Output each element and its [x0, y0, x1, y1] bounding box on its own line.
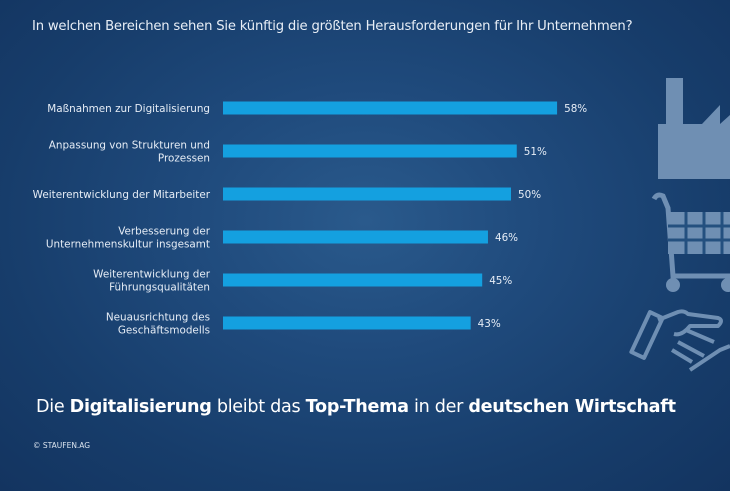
value-label: 51%: [524, 146, 547, 158]
copyright: © STAUFEN.AG: [33, 441, 91, 450]
category-label: Verbesserung der: [118, 226, 211, 238]
bar: [223, 273, 483, 287]
value-label: 43%: [478, 318, 501, 330]
headline: Die Digitalisierung bleibt das Top-Thema…: [36, 397, 676, 417]
category-label: Geschäftsmodells: [118, 325, 210, 337]
headline-part-bold: Digitalisierung: [69, 397, 212, 417]
category-label: Führungsqualitäten: [109, 282, 210, 294]
category-label: Anpassung von Strukturen und: [49, 140, 210, 152]
headline-part-bold: deutschen Wirtschaft: [468, 397, 676, 417]
value-label: 58%: [564, 103, 587, 115]
category-label: Maßnahmen zur Digitalisierung: [47, 103, 210, 115]
value-label: 46%: [495, 232, 518, 244]
headline-part-bold: Top-Thema: [305, 397, 409, 417]
value-label: 50%: [518, 189, 541, 201]
category-label: Unternehmenskultur insgesamt: [46, 239, 210, 251]
value-label: 45%: [489, 275, 512, 287]
category-label: Neuausrichtung des: [106, 312, 210, 324]
headline-part: bleibt das: [211, 397, 306, 417]
bar: [223, 187, 511, 201]
bar: [223, 144, 517, 158]
headline-part: Die: [36, 397, 70, 417]
bar: [223, 316, 471, 330]
category-label: Weiterentwicklung der Mitarbeiter: [33, 189, 211, 201]
category-label: Weiterentwicklung der: [93, 269, 211, 281]
bar: [223, 230, 488, 244]
headline-part: in der: [408, 397, 469, 417]
chart-title: In welchen Bereichen sehen Sie künftig d…: [32, 19, 633, 34]
bar: [223, 101, 558, 115]
category-label: Prozessen: [158, 153, 210, 165]
